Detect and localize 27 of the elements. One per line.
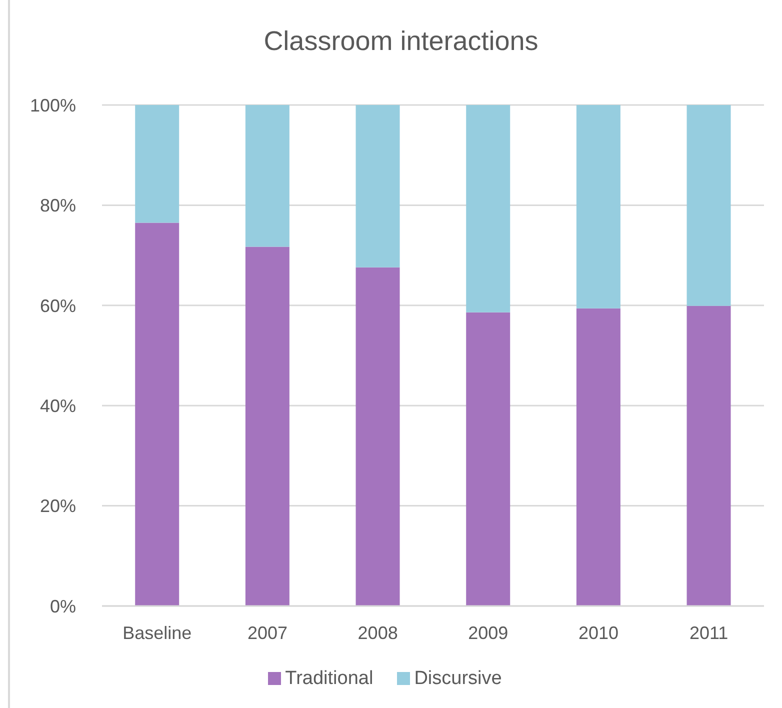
bar [245, 105, 290, 247]
x-tick-label: 2007 [247, 622, 288, 643]
bar [686, 105, 731, 306]
bar [576, 308, 620, 606]
x-tick-label: 2010 [578, 622, 619, 643]
x-tick-label: 2011 [689, 622, 728, 643]
bar [356, 105, 400, 268]
bar [466, 312, 510, 606]
x-tick-label: 2008 [358, 622, 398, 643]
bar [686, 306, 731, 606]
bar [245, 246, 290, 606]
bar [135, 105, 180, 223]
bar [466, 105, 510, 312]
y-tick-label: 60% [40, 296, 76, 316]
legend-label: Discursive [414, 668, 502, 689]
y-tick-label: 40% [40, 396, 76, 416]
x-tick-label: Baseline [122, 622, 192, 643]
chart-title: Classroom interactions [262, 26, 540, 57]
bar [576, 105, 620, 308]
y-tick-label: 0% [50, 596, 76, 616]
y-tick-label: 80% [40, 196, 76, 216]
bar [356, 267, 400, 606]
y-tick-label: 100% [30, 95, 76, 116]
legend-label: Traditional [285, 668, 374, 689]
bar [135, 222, 180, 606]
y-tick-label: 20% [40, 496, 76, 516]
x-tick-label: 2009 [468, 622, 508, 643]
